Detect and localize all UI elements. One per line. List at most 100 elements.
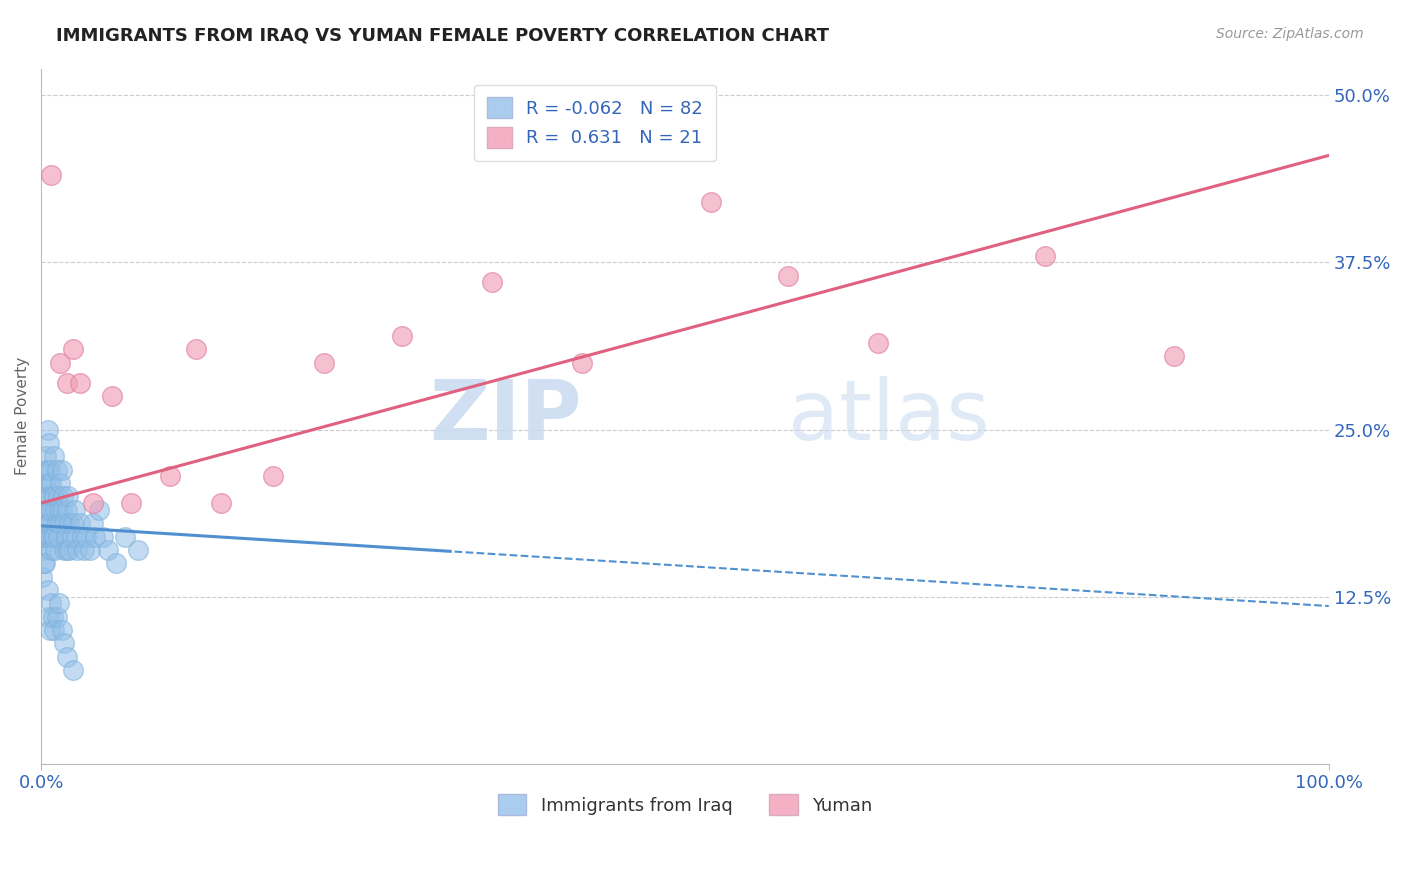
Point [56,542,79,557]
Point [56,649,79,664]
Point [262,469,284,483]
Point [49,516,72,530]
Point [32,556,55,570]
Point [45,463,67,477]
Point [51,623,73,637]
Point [63,502,86,516]
Point [79,542,101,557]
Point [35,450,58,464]
Point [37,502,59,516]
Point [58,516,80,530]
Legend: Immigrants from Iraq, Yuman: Immigrants from Iraq, Yuman [488,786,882,824]
Point [314,356,336,370]
Point [35,516,58,530]
Point [66,542,89,557]
Point [101,389,124,403]
Text: atlas: atlas [787,376,990,457]
Point [31,542,53,557]
Point [97,542,120,557]
Point [209,496,232,510]
Point [39,529,62,543]
Point [56,490,79,504]
Point [37,582,59,597]
Point [31,516,53,530]
Point [104,556,127,570]
Point [42,450,65,464]
Point [46,529,69,543]
Point [42,490,65,504]
Point [49,356,72,370]
Point [51,463,73,477]
Point [868,335,890,350]
Point [65,529,87,543]
Point [41,529,63,543]
Point [34,502,56,516]
Point [45,516,67,530]
Point [37,529,59,543]
Point [56,502,79,516]
Text: ZIP: ZIP [429,376,582,457]
Point [571,356,593,370]
Point [31,569,53,583]
Point [53,636,76,650]
Point [53,542,76,557]
Point [48,596,70,610]
Point [87,502,110,516]
Point [1163,349,1185,363]
Point [84,529,107,543]
Point [699,195,721,210]
Point [34,476,56,491]
Point [72,542,94,557]
Point [39,490,62,504]
Point [41,490,63,504]
Point [46,490,69,504]
Point [53,516,76,530]
Point [776,268,799,283]
Point [41,169,63,183]
Point [41,609,63,624]
Point [481,276,503,290]
Point [38,436,60,450]
Point [41,476,63,491]
Point [51,502,73,516]
Point [114,529,136,543]
Point [391,329,413,343]
Point [62,516,84,530]
Text: Source: ZipAtlas.com: Source: ZipAtlas.com [1216,27,1364,41]
Point [69,516,91,530]
Point [38,516,60,530]
Point [62,343,84,357]
Point [41,596,63,610]
Point [1035,249,1057,263]
Point [34,529,56,543]
Point [91,529,114,543]
Point [82,496,104,510]
Point [45,609,67,624]
Point [41,502,63,516]
Point [56,376,79,390]
Point [44,542,66,557]
Point [62,663,84,677]
Point [42,623,65,637]
Point [55,529,77,543]
Point [39,623,62,637]
Point [34,556,56,570]
Point [72,529,94,543]
Point [48,502,70,516]
Point [127,542,149,557]
Point [49,476,72,491]
Point [42,529,65,543]
Point [38,476,60,491]
Point [184,343,207,357]
Point [38,609,60,624]
Point [69,376,91,390]
Point [52,490,75,504]
Point [35,490,58,504]
Point [159,469,181,483]
Point [120,496,142,510]
Point [60,529,83,543]
Point [75,529,97,543]
Point [41,542,63,557]
Point [82,516,104,530]
Point [32,502,55,516]
